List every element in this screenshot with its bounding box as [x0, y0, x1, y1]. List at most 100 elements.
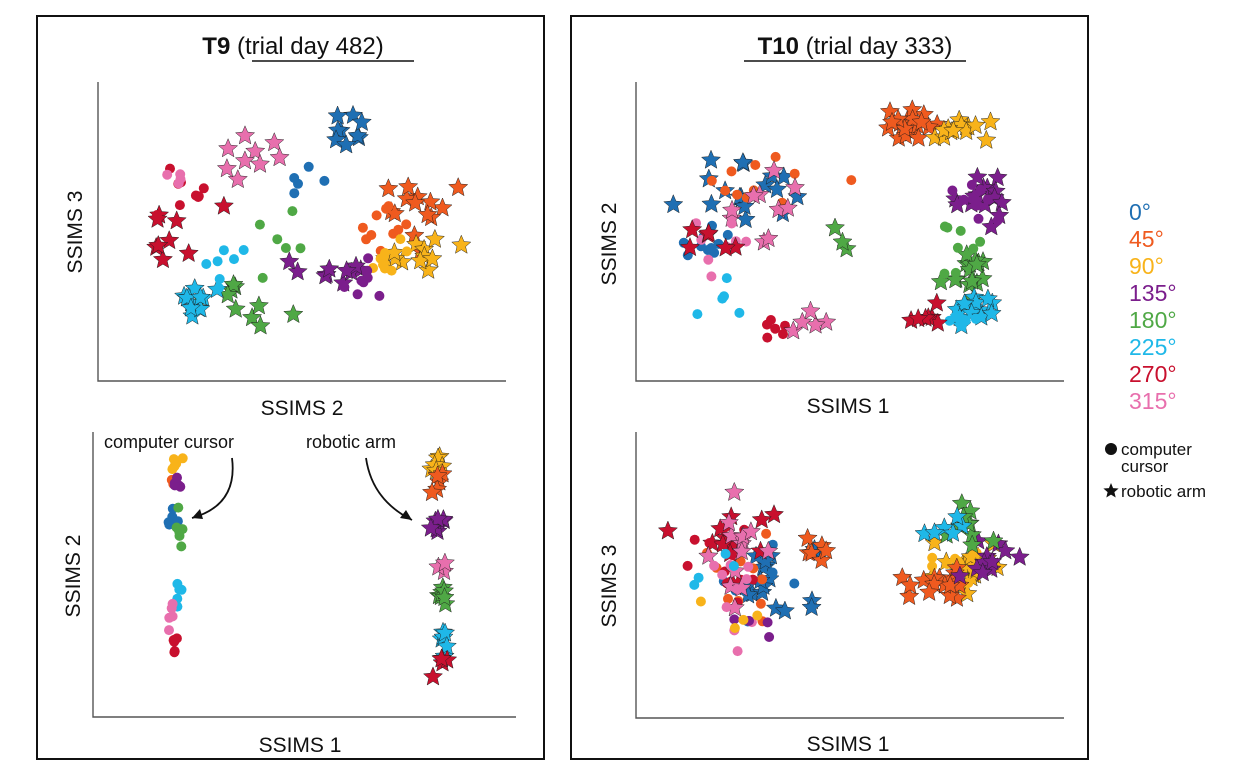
circle-point-225: [956, 320, 967, 331]
t10-bottom-marks: [657, 481, 1030, 657]
star-point-180: [241, 307, 263, 327]
circle-point-225: [950, 311, 961, 322]
circle-point-45: [393, 224, 404, 235]
star-point-90: [451, 234, 472, 254]
star-point-45: [427, 465, 448, 485]
circle-point-180: [280, 243, 291, 253]
star-point-315: [234, 150, 256, 170]
circle-point-315: [743, 561, 754, 572]
circle-point-315: [164, 625, 174, 636]
star-point-135: [949, 565, 970, 585]
star-point-270: [657, 520, 678, 540]
circle-point-225: [172, 578, 183, 589]
circle-point-90: [927, 561, 938, 572]
star-point-45: [919, 581, 940, 601]
circle-point-315: [703, 254, 714, 265]
star-point-315: [784, 177, 806, 197]
circle-point-135: [992, 215, 1003, 226]
t9-bottom-ylabel: SSIMS 2: [62, 535, 85, 618]
circle-point-270: [174, 200, 185, 211]
star-point-225: [981, 303, 1002, 323]
star-point-0: [663, 194, 684, 214]
circle-point-45: [706, 175, 717, 186]
star-point-315: [718, 512, 739, 532]
legend: 0° 45° 90° 135° 180° 225° 270° 315° comp…: [1103, 199, 1206, 501]
star-point-315: [816, 311, 837, 331]
star-point-135: [420, 517, 441, 537]
circle-point-225: [214, 274, 225, 284]
star-point-135: [287, 261, 308, 281]
circle-point-135: [764, 632, 775, 642]
circle-point-270: [168, 635, 179, 646]
circle-point-0: [303, 161, 314, 172]
star-point-90: [424, 228, 445, 248]
circle-point-90: [168, 454, 179, 465]
circle-point-225: [214, 283, 224, 293]
star-point-180: [248, 295, 269, 315]
t9-panel-title: T9 (trial day 482): [202, 33, 383, 60]
circle-point-180: [939, 268, 950, 279]
circle-point-180: [955, 225, 966, 236]
t9-bottom-xlabel: SSIMS 1: [259, 734, 342, 757]
circle-point-225: [238, 245, 249, 255]
t9-top-ylabel: SSIMS 3: [64, 191, 87, 274]
star-point-45: [881, 111, 903, 131]
circle-point-225: [720, 548, 731, 559]
star-point-45: [398, 176, 419, 196]
circle-point-270: [770, 323, 781, 334]
legend-angle-180: 180°: [1129, 307, 1177, 333]
star-point-315: [269, 147, 290, 167]
star-point-315: [758, 540, 779, 560]
star-point-225: [947, 506, 968, 526]
star-point-270: [679, 237, 701, 257]
star-point-180: [972, 268, 993, 288]
circle-point-225: [728, 561, 739, 571]
star-point-315: [234, 125, 256, 145]
star-point-0: [351, 111, 372, 131]
star-point-315: [698, 545, 719, 565]
star-point-135: [987, 167, 1008, 187]
star-point-0: [766, 178, 788, 199]
circle-point-315: [717, 569, 728, 580]
star-point-45: [417, 204, 438, 224]
circle-point-45: [755, 598, 766, 609]
t9-panel-frame: [36, 15, 545, 760]
t9-top-axes: [97, 82, 506, 382]
star-point-90: [965, 114, 986, 135]
circle-point-0: [789, 578, 800, 589]
circle-point-225: [721, 273, 732, 284]
annotation-computer-cursor: computer cursor: [104, 432, 234, 452]
star-point-270: [166, 210, 187, 230]
star-point-315: [227, 169, 248, 189]
star-point-180: [983, 530, 1004, 550]
star-point-180: [225, 298, 246, 318]
circle-point-90: [167, 464, 178, 475]
legend-star-icon: [1103, 483, 1119, 498]
t9-title-bold: T9: [202, 33, 230, 60]
circle-point-90: [379, 263, 390, 274]
star-point-315: [218, 138, 239, 158]
star-point-225: [190, 286, 211, 306]
circle-point-0: [767, 567, 778, 578]
star-point-90: [943, 120, 964, 140]
star-point-270: [152, 249, 174, 269]
star-point-45: [405, 192, 426, 212]
star-point-180: [966, 254, 987, 274]
star-point-270: [698, 222, 719, 242]
circle-point-270: [762, 319, 772, 330]
star-point-315: [721, 525, 742, 545]
annotation-robotic-arm: robotic arm: [306, 432, 396, 452]
circle-point-270: [193, 192, 204, 202]
circle-point-45: [757, 574, 768, 585]
legend-angle-45: 45°: [1129, 226, 1164, 252]
circle-point-135: [339, 282, 350, 292]
star-point-45: [816, 540, 837, 560]
circle-point-270: [689, 534, 700, 545]
t10-top-ylabel: SSIMS 2: [598, 203, 621, 286]
circle-point-225: [201, 259, 212, 269]
circle-point-180: [254, 219, 265, 230]
circle-point-225: [229, 254, 239, 265]
star-point-45: [900, 574, 921, 594]
legend-angle-135: 135°: [1129, 280, 1177, 306]
